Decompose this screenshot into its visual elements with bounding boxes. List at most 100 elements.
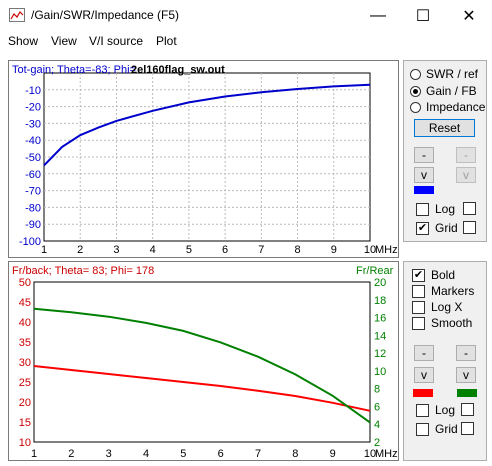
frontback-y-tick-label: 30: [19, 357, 31, 369]
radio-gain-label: Gain / FB: [426, 84, 477, 98]
frontback-y-tick-label: 45: [19, 297, 31, 309]
radio-gain-circle[interactable]: [410, 85, 421, 97]
gain-y-tick-label: -10: [25, 85, 41, 97]
markers-checkbox[interactable]: [412, 284, 425, 298]
menu-bar: Show View V/I source Plot: [0, 31, 492, 52]
gain-x-tick-label: 5: [186, 244, 192, 256]
bold-checkbox[interactable]: ✔: [412, 268, 425, 282]
gain-x-tick-label: 2: [77, 244, 83, 256]
gain-y-tick-label: -100: [19, 236, 41, 248]
smooth-checkbox[interactable]: [412, 316, 425, 330]
bottom-right-log-checkbox[interactable]: [461, 403, 474, 416]
frontback-plot-frame: [33, 281, 371, 443]
markers-option[interactable]: Markers: [412, 283, 474, 299]
frontback-x-tick-label: 7: [255, 448, 261, 460]
left-series-color-swatch[interactable]: [413, 389, 433, 397]
left-scale-up-button[interactable]: -: [414, 147, 434, 163]
log-checkbox[interactable]: [416, 202, 429, 216]
radio-swr-circle[interactable]: [410, 68, 421, 80]
bottom-log-option[interactable]: Log: [416, 402, 455, 418]
log-label: Log: [435, 202, 456, 216]
series-color-swatch[interactable]: [414, 186, 434, 194]
gain-plot: -10 -20 -30 -40 -50 -60 -70 -80 -90 -100 1 2 3 4 5 6 7 8…: [8, 60, 399, 258]
reset-button[interactable]: Reset: [414, 119, 475, 137]
menu-view[interactable]: View: [51, 34, 77, 48]
right-log-checkbox[interactable]: [463, 202, 476, 215]
title-bar: /Gain/SWR/Impedance (F5) — ☐ ✕: [0, 0, 492, 31]
frontback-y-tick-label: 40: [19, 317, 31, 329]
maximize-icon[interactable]: ☐: [415, 7, 431, 25]
file-label: 2el160flag_sw.out: [131, 64, 225, 76]
plot-type-panel: SWR / ref Gain / FB Impedance Reset - - …: [403, 60, 487, 242]
gain-y-tick-label: -80: [25, 202, 41, 214]
close-icon[interactable]: ✕: [462, 7, 476, 25]
radio-swr[interactable]: SWR / ref: [410, 66, 478, 82]
smooth-label: Smooth: [431, 316, 473, 330]
right-scale-up-button[interactable]: -: [456, 147, 476, 163]
bold-option[interactable]: ✔ Bold: [412, 267, 455, 283]
frontback-x-tick-label: 2: [68, 448, 74, 460]
frontback-x-tick-label: 9: [330, 448, 336, 460]
bottom-grid-checkbox[interactable]: [416, 422, 429, 436]
minimize-icon[interactable]: —: [370, 6, 386, 24]
smooth-option[interactable]: Smooth: [412, 315, 472, 331]
frontback-y-tick-label: 25: [19, 377, 31, 389]
menu-plot[interactable]: Plot: [156, 34, 177, 48]
frontback-x-tick-label: 6: [218, 448, 224, 460]
gain-y-tick-label: -60: [25, 169, 41, 181]
logx-checkbox[interactable]: [412, 300, 425, 314]
radio-impedance-circle[interactable]: [410, 101, 421, 113]
frontback-x-tick-label: 8: [292, 448, 298, 460]
left-axis-up-button[interactable]: -: [414, 345, 434, 361]
left-axis-down-button[interactable]: v: [414, 367, 434, 383]
left-scale-down-button[interactable]: v: [414, 167, 434, 183]
radio-gain[interactable]: Gain / FB: [410, 83, 477, 99]
radio-impedance[interactable]: Impedance: [410, 99, 485, 115]
gain-series-line: [43, 83, 371, 167]
right-axis-up-button[interactable]: -: [456, 345, 476, 361]
frontrear-y-tick-label: 20: [374, 277, 386, 289]
frontback-plot-header: Fr/back; Theta= 83; Phi= 178: [12, 265, 154, 277]
frontrear-series-line: [33, 307, 371, 424]
markers-label: Markers: [431, 284, 475, 298]
logx-option[interactable]: Log X: [412, 299, 462, 315]
top-x-unit: MHz: [375, 244, 398, 256]
gain-y-tick-label: -30: [25, 118, 41, 130]
right-scale-down-button[interactable]: v: [456, 167, 476, 183]
frontback-y-tick-label: 15: [19, 417, 31, 429]
bottom-grid-label: Grid: [435, 422, 458, 436]
frontrear-y-tick-label: 6: [374, 401, 380, 413]
bottom-grid-option[interactable]: Grid: [416, 421, 458, 437]
grid-checkbox[interactable]: ✔: [416, 221, 429, 235]
frontrear-y-tick-label: 14: [374, 330, 386, 342]
bottom-log-checkbox[interactable]: [416, 403, 429, 417]
right-axis-title: Fr/Rear: [356, 265, 394, 277]
log-option[interactable]: Log: [416, 201, 455, 217]
right-grid-checkbox[interactable]: [463, 221, 476, 234]
frontback-series-line: [33, 365, 371, 412]
gain-x-tick-label: 8: [294, 244, 300, 256]
gain-x-tick-label: 3: [113, 244, 119, 256]
radio-impedance-label: Impedance: [426, 100, 486, 114]
frontrear-y-tick-label: 2: [374, 437, 380, 449]
gain-x-tick-label: 9: [331, 244, 337, 256]
bottom-log-label: Log: [435, 403, 456, 417]
grid-option[interactable]: ✔ Grid: [416, 220, 458, 236]
frontback-y-tick-label: 50: [19, 277, 31, 289]
right-axis-down-button[interactable]: v: [456, 367, 476, 383]
menu-show[interactable]: Show: [8, 34, 39, 48]
gain-plot-svg: -10 -20 -30 -40 -50 -60 -70 -80 -90 -100 1 2 3 4 5 6 7 8…: [12, 64, 398, 256]
right-series-color-swatch[interactable]: [457, 389, 477, 397]
gain-plot-header: Tot-gain; Theta=-83; Phi=: [12, 64, 136, 76]
bottom-x-unit: MHz: [375, 448, 398, 460]
frontrear-y-tick-label: 18: [374, 295, 386, 307]
frontback-x-tick-label: 3: [106, 448, 112, 460]
frontback-x-tick-label: 1: [31, 448, 37, 460]
logx-label: Log X: [431, 300, 463, 314]
menu-vi-source[interactable]: V/I source: [89, 34, 144, 48]
bottom-right-grid-checkbox[interactable]: [461, 422, 474, 435]
gain-y-tick-label: -40: [25, 135, 41, 147]
frontback-y-tick-label: 35: [19, 337, 31, 349]
gain-x-tick-label: 4: [150, 244, 156, 256]
gain-y-tick-label: -70: [25, 186, 41, 198]
